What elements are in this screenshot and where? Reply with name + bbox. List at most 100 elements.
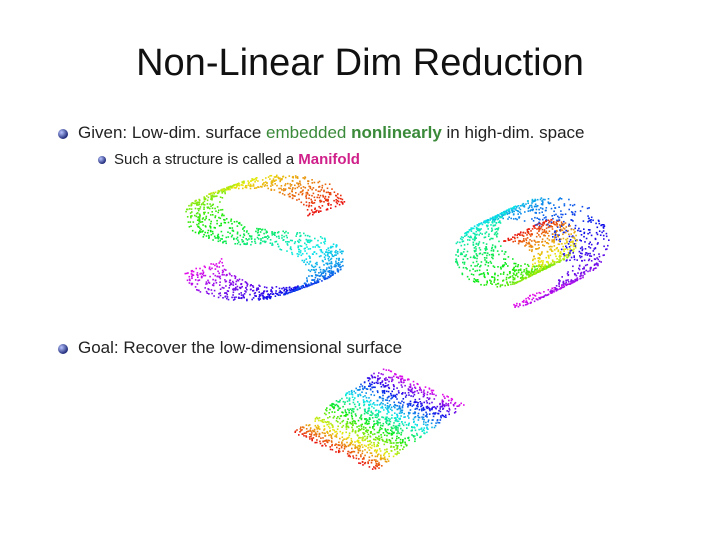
- point: [559, 229, 561, 231]
- point: [569, 283, 572, 285]
- point: [213, 192, 215, 195]
- point: [211, 292, 213, 295]
- point: [602, 254, 605, 257]
- point: [217, 190, 220, 192]
- point: [290, 287, 292, 290]
- point: [255, 179, 257, 181]
- point: [317, 190, 320, 193]
- point: [384, 440, 386, 443]
- point: [339, 263, 341, 266]
- point: [380, 456, 382, 458]
- point: [551, 290, 554, 292]
- point: [209, 207, 211, 210]
- point: [284, 293, 286, 296]
- point: [313, 428, 316, 431]
- point: [355, 415, 357, 417]
- point: [508, 212, 511, 215]
- point: [308, 202, 311, 204]
- point: [278, 287, 281, 290]
- point: [514, 205, 517, 207]
- point: [373, 438, 376, 441]
- point: [308, 430, 310, 432]
- point: [298, 287, 300, 290]
- point: [265, 286, 268, 289]
- point: [232, 288, 234, 291]
- point: [477, 280, 480, 283]
- point: [209, 268, 212, 271]
- point: [330, 436, 333, 438]
- point: [459, 237, 462, 240]
- point: [226, 273, 228, 276]
- point: [323, 201, 325, 203]
- point: [350, 439, 353, 442]
- point: [401, 406, 404, 408]
- point: [318, 428, 321, 430]
- point: [386, 448, 388, 450]
- point: [368, 407, 371, 410]
- point: [266, 298, 268, 300]
- point: [439, 410, 442, 413]
- point: [347, 450, 350, 453]
- point: [542, 244, 544, 246]
- point: [568, 223, 570, 226]
- point: [506, 211, 508, 213]
- point: [245, 185, 247, 187]
- point: [475, 230, 478, 233]
- point: [321, 431, 324, 434]
- point: [322, 277, 325, 279]
- point: [558, 255, 561, 258]
- point: [577, 229, 579, 232]
- point: [593, 267, 595, 270]
- point: [198, 199, 201, 201]
- point: [201, 218, 204, 220]
- point: [487, 219, 490, 221]
- point: [545, 220, 547, 222]
- point: [232, 299, 235, 301]
- point: [472, 268, 474, 270]
- point: [332, 270, 335, 273]
- point: [508, 210, 511, 212]
- point: [572, 240, 574, 242]
- point: [203, 206, 205, 209]
- point: [418, 389, 421, 391]
- point: [191, 275, 193, 278]
- point: [423, 418, 425, 421]
- point: [191, 283, 193, 286]
- point: [551, 259, 554, 261]
- point: [533, 255, 535, 258]
- point: [457, 264, 459, 266]
- point: [474, 256, 476, 259]
- point: [550, 207, 553, 210]
- point: [238, 293, 240, 295]
- point: [210, 205, 212, 207]
- point: [512, 272, 515, 275]
- point: [455, 254, 457, 256]
- point: [363, 400, 365, 403]
- point: [349, 455, 351, 458]
- point: [305, 258, 308, 260]
- point: [267, 176, 270, 178]
- point: [308, 283, 310, 286]
- point: [461, 253, 463, 256]
- point: [249, 185, 251, 187]
- point: [338, 407, 340, 410]
- point: [243, 293, 246, 295]
- point: [275, 292, 277, 294]
- point: [475, 260, 478, 263]
- point: [573, 231, 575, 234]
- point: [323, 190, 325, 193]
- point: [376, 382, 379, 385]
- point: [308, 185, 310, 188]
- point: [558, 216, 560, 219]
- point: [315, 244, 318, 247]
- point: [190, 203, 193, 205]
- point: [370, 393, 372, 396]
- point: [420, 408, 423, 410]
- point: [466, 258, 469, 260]
- point: [397, 429, 399, 431]
- point: [527, 232, 530, 235]
- point: [373, 425, 375, 427]
- point: [276, 174, 278, 177]
- point: [403, 446, 405, 448]
- point: [364, 401, 366, 403]
